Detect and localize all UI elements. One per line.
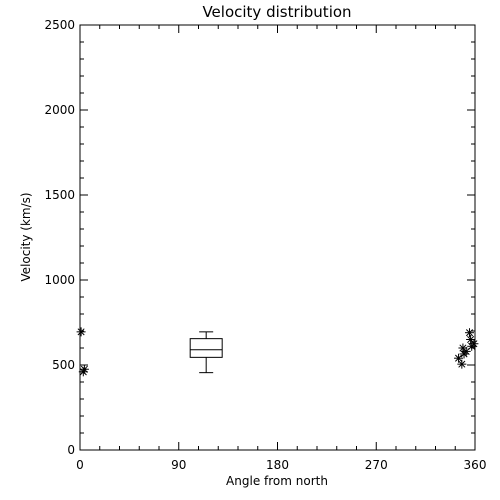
tick-labels: 0 90 180 270 360 0 500 1000 1500 2000 2500: [44, 18, 486, 472]
data-point: [76, 327, 86, 337]
data-point: [469, 339, 479, 349]
data-point: [466, 335, 476, 344]
x-tick-label: 90: [171, 458, 186, 472]
box-iqr: [189, 338, 223, 358]
x-tick-label: 270: [365, 458, 388, 472]
data-point-stroke: [467, 335, 475, 344]
plot-frame: [79, 24, 476, 451]
x-tick-label: 360: [464, 458, 487, 472]
y-tick-label: 2000: [44, 103, 75, 117]
data-point-stroke: [458, 360, 466, 368]
data-point-stroke: [77, 328, 85, 336]
y-tick-label: 0: [67, 443, 75, 457]
data-point-stroke: [80, 365, 88, 373]
y-tick-label: 1000: [44, 273, 75, 287]
x-axis-label: Angle from north: [226, 474, 328, 488]
data-point-stroke: [470, 340, 478, 348]
data-point-stroke: [465, 329, 474, 337]
y-tick-label: 500: [52, 358, 75, 372]
data-point: [457, 359, 467, 369]
x-tick-label: 180: [266, 458, 289, 472]
y-tick-label: 1500: [44, 188, 75, 202]
data-points: [76, 327, 479, 377]
y-tick-label: 2500: [44, 18, 75, 32]
data-point-stroke: [459, 344, 467, 352]
boxplot: [189, 331, 223, 374]
data-point: [79, 364, 89, 374]
data-point: [465, 328, 475, 338]
data-point-stroke: [455, 354, 463, 362]
chart-title: Velocity distribution: [202, 3, 351, 21]
y-axis-label: Velocity (km/s): [19, 192, 33, 281]
x-tick-label: 0: [76, 458, 84, 472]
axis-ticks: [79, 24, 476, 451]
